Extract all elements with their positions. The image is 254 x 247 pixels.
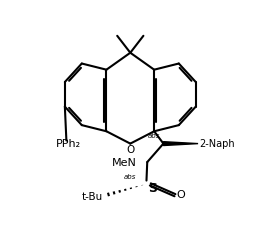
Text: O: O xyxy=(176,190,184,200)
Text: t-Bu: t-Bu xyxy=(82,192,103,202)
Text: PPh₂: PPh₂ xyxy=(55,139,81,149)
Text: abs: abs xyxy=(147,133,160,139)
Text: S: S xyxy=(147,182,156,195)
Text: 2-Naph: 2-Naph xyxy=(199,139,234,149)
Text: abs: abs xyxy=(123,174,135,180)
Text: MeN: MeN xyxy=(112,158,137,168)
Text: O: O xyxy=(126,145,134,155)
Polygon shape xyxy=(163,142,197,145)
